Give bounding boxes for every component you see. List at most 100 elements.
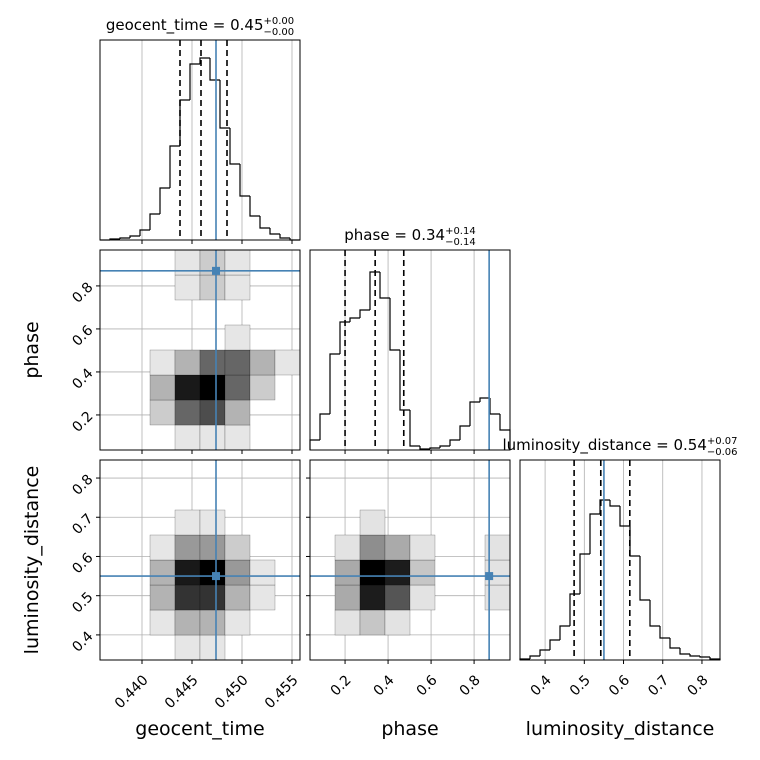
title-upper: +0.00: [264, 16, 295, 27]
density-cell: [224, 584, 251, 611]
density-cell: [199, 634, 226, 661]
hist-step: [229, 128, 240, 165]
x-tick-label: 0.7: [645, 672, 672, 699]
hist-step: [589, 513, 600, 554]
hist-step: [489, 398, 500, 415]
density-cell: [149, 584, 176, 611]
density-cell: [359, 509, 386, 536]
density-cell: [174, 274, 201, 301]
density-cell: [224, 349, 251, 376]
hist-step: [219, 80, 230, 129]
title-main: phase = 0.34: [344, 226, 445, 244]
density-cell: [174, 399, 201, 426]
density-cell: [359, 609, 386, 636]
density-cell: [224, 609, 251, 636]
panel-frame: [99, 249, 301, 451]
density-cell: [199, 424, 226, 451]
density-cell: [174, 534, 201, 561]
y-tick-label: 0.4: [69, 365, 96, 392]
y-tick-label: 0.5: [69, 589, 96, 616]
density-cell: [334, 584, 361, 611]
truth-marker: [212, 266, 220, 275]
density-cell: [384, 534, 411, 561]
y-tick-label: 0.8: [69, 279, 96, 306]
title-main: geocent_time = 0.45: [106, 16, 264, 35]
x-axis-label: luminosity_distance: [526, 718, 715, 740]
hist-step: [199, 57, 210, 64]
truth-marker: [212, 572, 220, 581]
density-cell: [199, 399, 226, 426]
density-cell: [174, 559, 201, 586]
density-cell: [224, 424, 251, 451]
density-cell: [249, 584, 276, 611]
density-cell: [149, 374, 176, 401]
density-cell: [359, 559, 386, 586]
panel-frame: [99, 39, 301, 241]
x-axis-label: phase: [381, 718, 438, 740]
hist-step: [339, 321, 350, 354]
density-cell: [199, 534, 226, 561]
hist-step: [389, 298, 400, 351]
x-tick-label: 0.4: [371, 672, 398, 699]
density-cell: [384, 559, 411, 586]
hist-step: [119, 237, 130, 239]
density-cell: [149, 534, 176, 561]
panel-title: luminosity_distance = 0.54+0.07 −0.06: [502, 436, 737, 458]
hist-step: [369, 271, 380, 310]
x-tick-label: 0.440: [112, 672, 152, 712]
density-cell: [199, 609, 226, 636]
panel-title: geocent_time = 0.45+0.00 −0.00: [106, 16, 294, 38]
x-tick-label: 0.5: [567, 672, 594, 699]
hist-step: [549, 639, 560, 650]
hist-step: [439, 445, 450, 448]
hist-step: [139, 229, 150, 236]
density-cell: [174, 609, 201, 636]
density-cell: [249, 374, 276, 401]
density-cell: [224, 324, 251, 351]
density-cell: [174, 349, 201, 376]
density-cell: [359, 534, 386, 561]
hist-step: [169, 145, 180, 188]
density-cell: [334, 609, 361, 636]
density-cell: [224, 559, 251, 586]
hist-step: [239, 164, 250, 197]
density-cell: [174, 634, 201, 661]
x-tick-label: 0.2: [328, 672, 355, 699]
panel-title: phase = 0.34+0.14 −0.14: [344, 226, 475, 248]
hist-step: [479, 397, 490, 402]
y-tick-label: 0.8: [69, 472, 96, 499]
y-tick-label: 0.6: [69, 322, 96, 349]
x-tick-label: 0.6: [606, 672, 633, 699]
hist-step: [629, 526, 640, 557]
hist-step: [159, 187, 170, 214]
y-tick-label: 0.2: [69, 408, 96, 435]
hist-step: [189, 63, 200, 100]
density-cell: [149, 609, 176, 636]
panel-frame: [309, 459, 511, 661]
hist-step: [269, 228, 280, 235]
hist-step: [449, 439, 460, 446]
density-cell: [384, 609, 411, 636]
density-cell: [409, 534, 436, 561]
hist-step: [279, 234, 290, 239]
hist-step: [689, 654, 700, 657]
y-axis-label: phase: [21, 321, 43, 378]
density-cell: [334, 559, 361, 586]
density-cell: [359, 584, 386, 611]
hist-step: [699, 656, 710, 658]
x-tick-label: 0.445: [162, 672, 202, 712]
y-tick-label: 0.7: [69, 511, 96, 538]
y-tick-label: 0.4: [69, 628, 96, 655]
density-cell: [224, 274, 251, 301]
density-cell: [149, 559, 176, 586]
hist-step: [529, 655, 540, 659]
hist-step: [129, 235, 140, 238]
density-cell: [149, 399, 176, 426]
density-cell: [224, 534, 251, 561]
hist-step: [419, 446, 430, 450]
hist-step: [669, 638, 680, 649]
truth-marker: [485, 572, 494, 581]
density-cell: [199, 274, 226, 301]
